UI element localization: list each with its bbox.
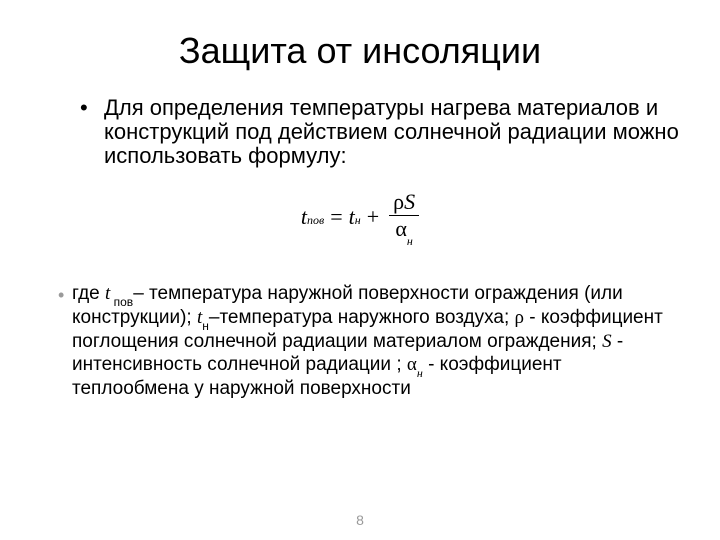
description-paragraph: • где t пов– температура наружной поверх… <box>58 283 680 401</box>
formula-denominator: αн <box>391 218 416 243</box>
formula-rho: ρ <box>393 189 404 214</box>
slide-title: Защита от инсоляции <box>40 30 680 72</box>
formula-alpha-sub: н <box>407 234 413 248</box>
formula-alpha: α <box>395 216 407 241</box>
formula-S: S <box>404 189 415 214</box>
formula-numerator: ρS <box>389 191 419 213</box>
desc-S: S <box>602 331 612 352</box>
desc-rho: ρ <box>515 307 524 328</box>
formula-plus-sign: + <box>367 204 379 230</box>
bullet-icon: • <box>58 285 64 307</box>
desc-alpha: α <box>407 354 417 375</box>
desc-tn-sub: н <box>202 319 209 333</box>
desc-alpha-sub: н <box>417 366 423 380</box>
formula-lhs-sub: пов <box>307 213 324 228</box>
formula-fraction: ρS αн <box>389 191 419 243</box>
slide: Защита от инсоляции • Для определения те… <box>0 0 720 540</box>
formula-eq-sign: = <box>330 204 342 230</box>
desc-text-1a: где <box>72 283 105 304</box>
formula-t2-sub: н <box>355 213 361 228</box>
desc-text-1c: –температура наружного воздуха; <box>209 307 515 328</box>
page-number: 8 <box>0 512 720 528</box>
intro-text: Для определения температуры нагрева мате… <box>104 95 679 168</box>
formula-equation: tпов = tн + ρS αн <box>301 191 419 243</box>
formula-block: tпов = tн + ρS αн <box>40 191 680 243</box>
desc-tpov-sub: пов <box>110 295 133 309</box>
intro-paragraph: • Для определения температуры нагрева ма… <box>80 96 680 169</box>
bullet-icon: • <box>80 96 88 120</box>
